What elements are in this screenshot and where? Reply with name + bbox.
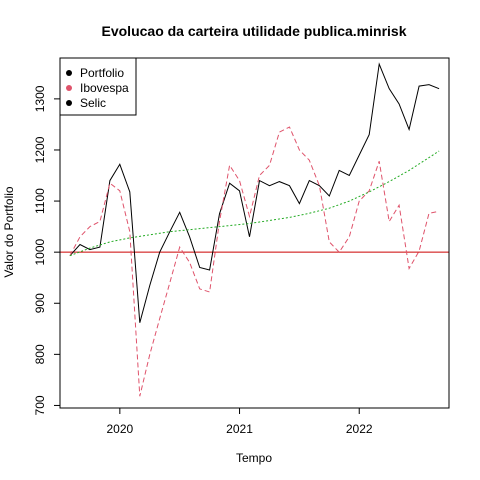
x-tick-label: 2021 — [226, 422, 253, 436]
x-tick-label: 2022 — [346, 422, 373, 436]
y-tick-label: 1100 — [33, 188, 47, 214]
chart-title: Evolucao da carteira utilidade publica.m… — [102, 23, 407, 39]
x-axis-label: Tempo — [236, 451, 272, 465]
legend-marker-ibovespa — [66, 85, 72, 91]
x-tick-label: 2020 — [106, 422, 133, 436]
series-line-portfolio — [69, 62, 440, 323]
plot-frame — [59, 57, 450, 409]
legend: Portfolio Ibovespa Selic — [59, 57, 137, 116]
series-line-selic — [69, 150, 440, 257]
series-line-ibovespa — [69, 126, 440, 397]
y-tick-label: 700 — [33, 395, 47, 415]
y-tick-label: 1200 — [33, 136, 47, 163]
legend-label-selic: Selic — [80, 96, 106, 110]
y-tick-label: 800 — [33, 344, 47, 364]
legend-label-portfolio: Portfolio — [80, 66, 124, 80]
y-tick-label: 1000 — [33, 238, 47, 265]
legend-label-ibovespa: Ibovespa — [80, 81, 129, 95]
legend-marker-selic — [66, 100, 72, 106]
axes-layer: 700 800 900 1000 1100 1200 1300 2020 2021 2022 — [33, 85, 373, 436]
y-axis-label: Valor do Portfolio — [2, 186, 16, 277]
series-layer — [60, 62, 449, 397]
legend-marker-portfolio — [66, 70, 72, 76]
y-tick-label: 900 — [33, 293, 47, 313]
legend-box — [59, 57, 137, 116]
y-tick-label: 1300 — [33, 85, 47, 112]
